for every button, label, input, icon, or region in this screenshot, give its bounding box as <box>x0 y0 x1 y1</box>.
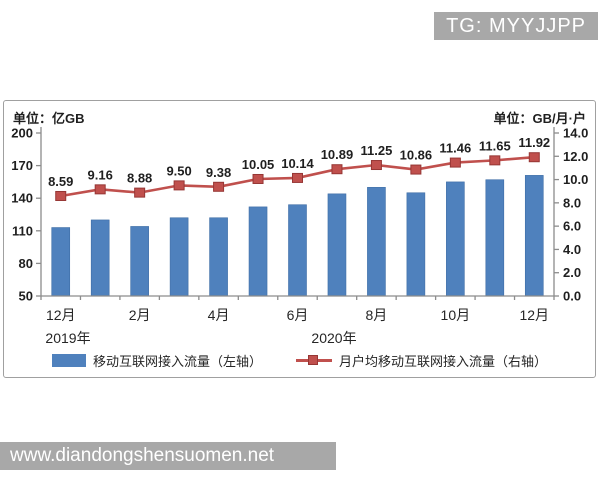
left-axis-unit-label: 单位：亿GB <box>13 111 85 126</box>
bar <box>446 181 465 297</box>
legend-bar-label: 移动互联网接入流量（左轴） <box>92 354 262 369</box>
right-axis-tick-label: 6.0 <box>563 219 581 234</box>
line-marker <box>173 180 185 191</box>
chart-legend: 移动互联网接入流量（左轴） 月户均移动互联网接入流量（右轴） <box>4 351 595 370</box>
line-point-label: 10.86 <box>400 148 433 163</box>
legend-item-line-series: 月户均移动互联网接入流量（右轴） <box>296 351 547 370</box>
bar <box>406 192 426 297</box>
line-marker <box>410 164 422 175</box>
right-axis-tick-label: 4.0 <box>563 242 581 257</box>
right-axis-tick-label: 0.0 <box>563 289 581 304</box>
bar <box>90 219 110 297</box>
x-axis-month-label: 4月 <box>208 307 230 323</box>
line-point-label: 8.88 <box>127 171 152 186</box>
legend-bar-swatch <box>51 354 86 367</box>
left-axis-tick-label: 80 <box>19 256 33 271</box>
x-axis-year-label-2019: 2019年 <box>45 330 91 346</box>
right-axis-tick-label: 14.0 <box>563 126 588 141</box>
right-axis-tick-label: 8.0 <box>563 195 581 210</box>
line-marker <box>213 181 225 192</box>
line-point-label: 10.14 <box>281 156 314 171</box>
bar <box>327 193 347 297</box>
right-axis-tick-label: 2.0 <box>563 265 581 280</box>
legend-line-marker <box>308 355 318 365</box>
line-point-label: 11.92 <box>518 135 550 150</box>
x-axis-month-label: 12月 <box>46 307 76 323</box>
right-axis-tick-label: 10.0 <box>563 172 588 187</box>
right-axis-unit-label: 单位：GB/月·户 <box>493 111 586 126</box>
line-marker <box>528 152 540 163</box>
line-point-label: 9.16 <box>88 167 113 182</box>
line-point-label: 11.46 <box>439 141 471 156</box>
left-axis-tick-label: 110 <box>12 223 33 238</box>
bar <box>248 206 268 297</box>
telegram-badge: TG: MYYJJPP <box>434 12 598 40</box>
line-marker <box>292 172 303 183</box>
line-marker <box>134 187 146 198</box>
legend-line-label: 月户均移动互联网接入流量（右轴） <box>339 354 548 369</box>
bar <box>51 227 71 297</box>
bar <box>288 204 307 297</box>
legend-line-swatch <box>296 355 332 365</box>
bar <box>209 217 228 297</box>
x-axis-year-label-2020: 2020年 <box>311 330 357 346</box>
line-marker <box>94 184 106 195</box>
chart-plot-area: 200 170 140 110 80 50 14.0 12.0 10.0 8.0 6.0 4.0 2.0… <box>11 126 588 324</box>
line-point-label: 9.50 <box>166 163 191 178</box>
left-axis-tick-label: 50 <box>19 289 33 304</box>
line-marker <box>252 173 264 184</box>
chart-container: 单位：亿GB 单位：GB/月·户 200 170 140 110 80 50 14.0 12.… <box>3 100 596 378</box>
bar <box>485 179 505 297</box>
line-point-label: 11.25 <box>361 143 393 158</box>
bar <box>367 187 386 297</box>
line-marker <box>489 155 501 166</box>
line-point-label: 9.38 <box>206 165 231 180</box>
left-axis-tick-label: 200 <box>11 126 33 141</box>
line-point-label: 10.89 <box>321 147 354 162</box>
x-axis-month-label: 8月 <box>366 307 388 323</box>
legend-item-bar-series: 移动互联网接入流量（左轴） <box>51 351 262 370</box>
line-point-label: 11.65 <box>479 138 511 153</box>
x-axis-month-label: 12月 <box>519 307 549 323</box>
line-point-label: 8.59 <box>48 174 73 189</box>
left-axis-tick-label: 170 <box>11 158 33 173</box>
bar <box>130 226 149 297</box>
line-point-label: 10.05 <box>242 157 275 172</box>
line-marker <box>370 160 382 171</box>
left-axis-tick-label: 140 <box>11 191 33 206</box>
x-axis-month-label: 10月 <box>441 307 471 323</box>
line-marker <box>449 157 461 168</box>
line-marker <box>55 190 67 201</box>
bar <box>524 175 544 297</box>
watermark-url: www.diandongshensuomen.net <box>0 442 336 470</box>
line-marker <box>331 164 343 175</box>
x-axis-month-label: 6月 <box>287 307 309 323</box>
x-axis-month-label: 2月 <box>129 307 151 323</box>
bar <box>169 217 189 297</box>
right-axis-tick-label: 12.0 <box>563 149 588 164</box>
